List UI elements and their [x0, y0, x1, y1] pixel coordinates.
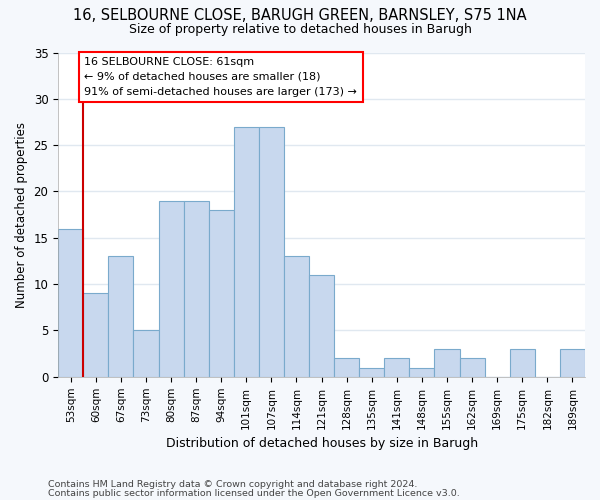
Bar: [334, 358, 359, 377]
Bar: [83, 294, 109, 377]
Bar: [259, 126, 284, 377]
Text: 16 SELBOURNE CLOSE: 61sqm
← 9% of detached houses are smaller (18)
91% of semi-d: 16 SELBOURNE CLOSE: 61sqm ← 9% of detach…: [85, 57, 358, 96]
Bar: [434, 349, 460, 377]
Text: Contains public sector information licensed under the Open Government Licence v3: Contains public sector information licen…: [48, 489, 460, 498]
Text: 16, SELBOURNE CLOSE, BARUGH GREEN, BARNSLEY, S75 1NA: 16, SELBOURNE CLOSE, BARUGH GREEN, BARNS…: [73, 8, 527, 22]
Bar: [58, 228, 83, 377]
Bar: [158, 201, 184, 377]
Y-axis label: Number of detached properties: Number of detached properties: [15, 122, 28, 308]
Bar: [109, 256, 133, 377]
Bar: [510, 349, 535, 377]
Bar: [184, 201, 209, 377]
Bar: [284, 256, 309, 377]
Text: Size of property relative to detached houses in Barugh: Size of property relative to detached ho…: [128, 22, 472, 36]
Bar: [209, 210, 234, 377]
Bar: [359, 368, 384, 377]
Bar: [133, 330, 158, 377]
X-axis label: Distribution of detached houses by size in Barugh: Distribution of detached houses by size …: [166, 437, 478, 450]
Bar: [234, 126, 259, 377]
Bar: [384, 358, 409, 377]
Bar: [309, 275, 334, 377]
Bar: [409, 368, 434, 377]
Bar: [460, 358, 485, 377]
Bar: [560, 349, 585, 377]
Text: Contains HM Land Registry data © Crown copyright and database right 2024.: Contains HM Land Registry data © Crown c…: [48, 480, 418, 489]
